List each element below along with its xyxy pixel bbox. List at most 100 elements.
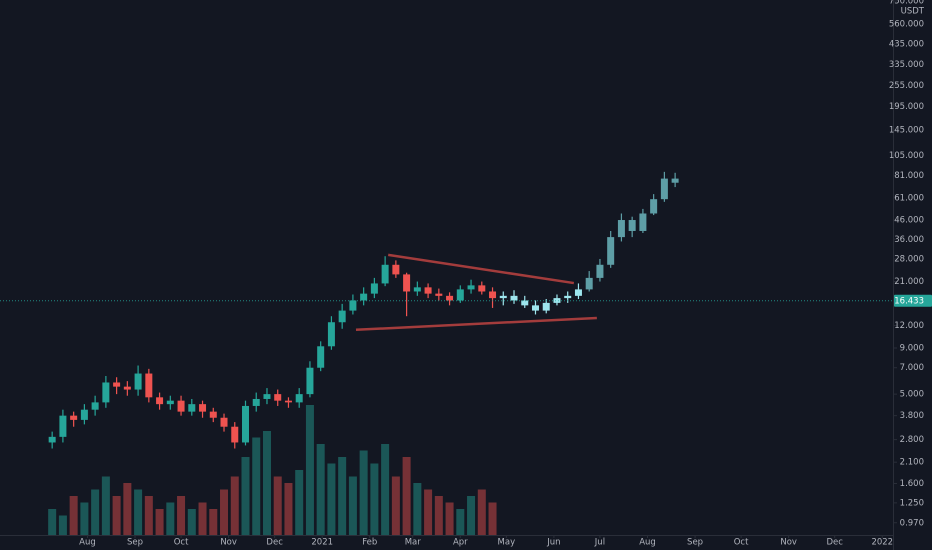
candle-body: [456, 289, 464, 301]
x-tick-label: Nov: [220, 538, 237, 548]
candle-body: [650, 199, 658, 214]
volume-bar: [391, 476, 400, 535]
x-tick-label: Mar: [405, 538, 422, 548]
candle-body: [177, 400, 185, 412]
y-tick-label: 0.970: [900, 518, 924, 528]
y-tick-label: 435.000: [889, 39, 924, 49]
volume-bar: [230, 476, 239, 535]
x-tick-label: 2021: [311, 538, 333, 548]
y-tick-label: 560.000: [889, 19, 924, 29]
candle-body: [628, 220, 636, 231]
candle-body: [607, 237, 615, 265]
candle-body: [241, 405, 249, 443]
x-tick-label: Dec: [826, 538, 843, 548]
candle-body: [671, 178, 679, 183]
volume-bar: [402, 457, 411, 535]
y-tick-label: 12.000: [894, 321, 924, 331]
volume-bar: [370, 463, 379, 535]
candle-body: [564, 295, 572, 299]
volume-bar: [48, 509, 57, 535]
y-tick-label: 1.250: [900, 498, 924, 508]
x-tick-label: Jul: [594, 538, 605, 548]
y-tick-label: 46.000: [894, 216, 924, 226]
y-tick-label: 9.000: [900, 344, 924, 354]
x-tick-label: Nov: [780, 538, 797, 548]
volume-bar: [198, 502, 207, 535]
x-tick-label: Apr: [453, 538, 468, 548]
volume-bar: [187, 509, 196, 535]
volume-bar: [241, 457, 250, 535]
x-tick-label: Feb: [362, 538, 377, 548]
volume-bar: [434, 496, 443, 535]
candle-body: [295, 394, 303, 403]
volume-bar: [58, 515, 67, 535]
y-tick-label: 61.000: [894, 193, 924, 203]
candle-body: [199, 404, 207, 412]
volume-bar: [80, 502, 89, 535]
candle-body: [392, 264, 400, 275]
candle-body: [585, 277, 593, 290]
y-tick-label: 5.000: [900, 390, 924, 400]
candle-body: [381, 264, 389, 284]
candle-body: [478, 285, 486, 292]
candle-body: [48, 436, 56, 443]
x-tick-label: Jun: [546, 538, 560, 548]
candle-body: [553, 298, 561, 303]
volume-bar: [144, 496, 153, 535]
candle-body: [467, 285, 475, 290]
candle-body: [639, 213, 647, 231]
y-tick-label: 21.000: [894, 277, 924, 287]
trendline: [388, 253, 575, 285]
candle-body: [531, 305, 539, 311]
candle-body: [274, 394, 282, 401]
candle-body: [134, 373, 142, 390]
candle-body: [306, 367, 314, 395]
candle-body: [521, 300, 529, 306]
candle-body: [80, 409, 88, 420]
volume-bar: [112, 496, 121, 535]
volume-bar: [284, 483, 293, 535]
candle-body: [263, 394, 271, 399]
candle-body: [446, 295, 454, 301]
candle-body: [123, 386, 131, 390]
volume-bar: [91, 489, 100, 535]
currency-label: USDT: [901, 7, 925, 17]
volume-bar: [295, 470, 304, 535]
volume-bar: [166, 502, 175, 535]
candle-body: [252, 398, 260, 406]
volume-bar: [327, 463, 336, 535]
y-tick-label: 36.000: [894, 235, 924, 245]
volume-bar: [316, 444, 325, 535]
y-tick-label: 335.000: [889, 60, 924, 70]
volume-bar: [273, 476, 282, 535]
volume-bar: [424, 489, 433, 535]
candle-body: [370, 283, 378, 294]
candle-body: [660, 178, 668, 200]
y-tick-label: 2.100: [900, 458, 924, 468]
y-tick-label: 1.600: [900, 479, 924, 489]
candle-body: [317, 346, 325, 368]
x-tick-label: Oct: [174, 538, 189, 548]
candle-body: [91, 402, 99, 410]
x-tick-label: Aug: [79, 538, 96, 548]
candle-body: [403, 274, 411, 292]
x-tick-label: Sep: [687, 538, 703, 548]
y-tick-label: 255.000: [889, 81, 924, 91]
volume-bar: [209, 509, 218, 535]
volume-bar: [381, 444, 390, 535]
x-tick-label: May: [498, 538, 516, 548]
candle-body: [145, 373, 153, 398]
y-tick-label: 105.000: [889, 151, 924, 161]
volume-bar: [101, 476, 110, 535]
volume-bar: [348, 476, 357, 535]
volume-bar: [456, 509, 465, 535]
y-tick-label: 145.000: [889, 125, 924, 135]
x-tick-label: 2022: [871, 538, 893, 548]
y-tick-label: 2.800: [900, 435, 924, 445]
x-tick-label: Oct: [734, 538, 749, 548]
candle-body: [231, 426, 239, 443]
volume-bar: [123, 483, 132, 535]
volume-bar: [305, 405, 314, 535]
trendline: [355, 316, 597, 332]
